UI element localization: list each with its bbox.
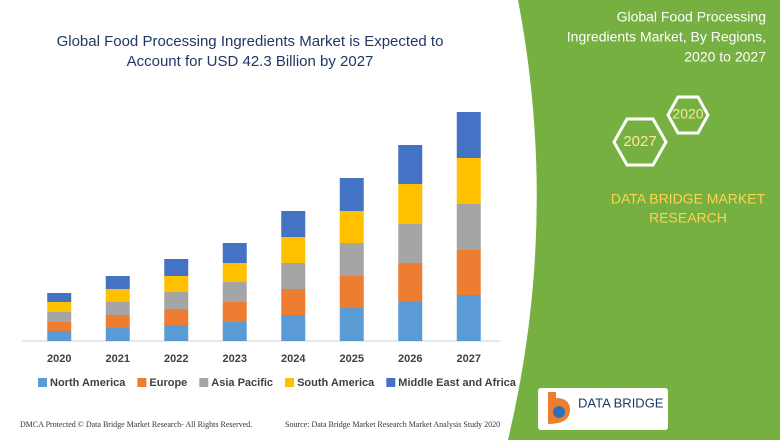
chart-title: Account for USD 42.3 Billion by 2027 (127, 53, 374, 70)
hexagon (666, 95, 710, 135)
hex-label: 2027 (623, 133, 656, 150)
x-tick-label: 2020 (47, 353, 71, 365)
bar-segment (164, 259, 189, 276)
legend-swatch (38, 378, 47, 387)
legend-swatch (386, 378, 396, 387)
legend-swatch (137, 378, 147, 387)
bar-segment (398, 145, 423, 184)
bar-segment (456, 250, 481, 295)
legend-swatch (199, 378, 209, 387)
bar-segment (456, 204, 481, 250)
bar-segment (222, 302, 247, 322)
bar-segment (398, 302, 423, 341)
panel-title: 2020 to 2027 (684, 49, 766, 65)
legend-label: Asia Pacific (211, 377, 273, 389)
bar-segment (339, 178, 364, 211)
legend-label: Middle East and Africa (398, 377, 516, 389)
bar-segment (164, 309, 189, 325)
bar-segment (456, 112, 481, 158)
brand-text: RESEARCH (649, 210, 727, 226)
logo-text: DATA BRIDGE (578, 395, 664, 410)
chart-title: Global Food Processing Ingredients Marke… (57, 33, 444, 50)
bar-segment (105, 315, 130, 328)
x-tick-label: 2022 (164, 353, 188, 365)
footer-text: DMCA Protected © Data Bridge Market Rese… (20, 420, 252, 429)
x-tick-label: 2024 (281, 353, 306, 365)
bar-segment (222, 322, 247, 341)
bar-segment (456, 158, 481, 204)
x-tick-label: 2026 (398, 353, 422, 365)
bar-segment (47, 302, 72, 312)
bar-segment (222, 263, 247, 282)
bar-segment (47, 293, 72, 302)
bar-segment (339, 243, 364, 276)
hex-label: 2020 (672, 106, 703, 122)
x-tick-label: 2025 (340, 353, 364, 365)
logo-box (538, 388, 668, 430)
bar-segment (164, 276, 189, 292)
legend-label: South America (297, 377, 375, 389)
footer-text: Source: Data Bridge Market Research Mark… (285, 420, 500, 429)
bar-segment (105, 302, 130, 315)
bar-segment (281, 289, 306, 315)
bar-segment (339, 211, 364, 243)
bar-segment (339, 276, 364, 308)
side-panel (508, 0, 780, 440)
bar-segment (222, 243, 247, 263)
bar-segment (47, 312, 72, 322)
bar-segment (222, 282, 247, 302)
bar-segment (456, 295, 481, 341)
bar-segment (47, 322, 72, 331)
bar-segment (281, 263, 306, 289)
bar-segment (281, 237, 306, 263)
plot: 2020 2021 2022 2023 2024 2025 2026 2027 North Am… (38, 112, 517, 389)
x-tick-label: 2021 (106, 353, 130, 365)
panel-title: Global Food Processing (617, 9, 766, 25)
bar-segment (398, 263, 423, 302)
logo-icon (553, 406, 565, 418)
bar-segment (281, 211, 306, 237)
panel-title: Ingredients Market, By Regions, (567, 29, 766, 45)
bar-segment (398, 224, 423, 263)
bar-segment (281, 315, 306, 341)
legend-swatch (285, 378, 295, 387)
bar-segment (398, 184, 423, 224)
brand-text: DATA BRIDGE MARKET (611, 191, 766, 207)
bar-segment (339, 308, 364, 341)
x-tick-label: 2023 (223, 353, 247, 365)
bar-segment (105, 328, 130, 341)
bar-segment (105, 289, 130, 302)
legend-label: North America (50, 377, 126, 389)
legend-label: Europe (149, 377, 187, 389)
bar-segment (105, 276, 130, 289)
bar-segment (164, 292, 189, 309)
x-tick-label: 2027 (457, 353, 481, 365)
bar-segment (164, 325, 189, 341)
bar-segment (47, 331, 72, 341)
hexagon (612, 117, 668, 167)
